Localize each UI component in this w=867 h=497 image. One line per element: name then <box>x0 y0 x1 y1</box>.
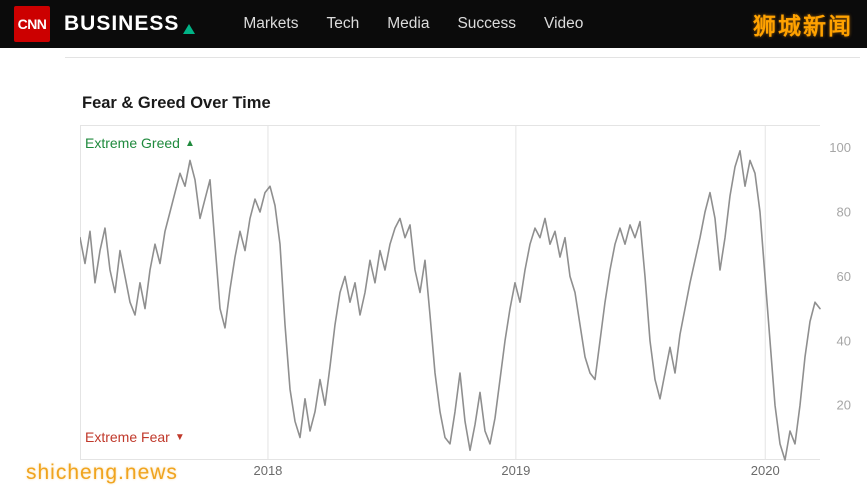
y-axis-label-20: 20 <box>837 398 851 413</box>
business-wordmark-label: BUSINESS <box>64 12 180 35</box>
x-axis-label-2020: 2020 <box>751 463 780 478</box>
nav-item-video[interactable]: Video <box>544 15 584 32</box>
triangle-up-icon: ▲ <box>184 137 195 149</box>
extreme-greed-text: Extreme Greed <box>85 135 180 151</box>
nav-item-markets[interactable]: Markets <box>243 15 299 32</box>
cnn-logo[interactable]: CNN <box>14 6 50 42</box>
business-wordmark[interactable]: BUSINESS <box>64 12 196 36</box>
extreme-fear-label: Extreme Fear ▼ <box>85 429 185 445</box>
chart-title: Fear & Greed Over Time <box>82 94 271 112</box>
triangle-down-icon: ▼ <box>174 431 185 443</box>
y-axis-label-80: 80 <box>837 204 851 219</box>
content-top-divider <box>65 57 860 58</box>
nav-item-media[interactable]: Media <box>387 15 430 32</box>
y-axis-label-60: 60 <box>837 269 851 284</box>
y-axis-label-40: 40 <box>837 333 851 348</box>
nav-item-tech[interactable]: Tech <box>326 15 360 32</box>
top-nav-bar: CNN BUSINESS Markets Tech Media Success … <box>0 0 867 48</box>
page-watermark: shicheng.news <box>26 461 178 484</box>
main-nav: Markets Tech Media Success Video <box>243 15 583 33</box>
x-axis-label-2018: 2018 <box>253 463 282 478</box>
fear-greed-line <box>80 149 821 461</box>
nav-item-success[interactable]: Success <box>457 15 517 32</box>
header-watermark: 狮城新闻 <box>753 13 853 39</box>
extreme-greed-label: Extreme Greed ▲ <box>85 135 195 151</box>
y-axis-label-100: 100 <box>829 140 851 155</box>
extreme-fear-text: Extreme Fear <box>85 429 170 445</box>
brand-triangle-icon <box>183 24 196 34</box>
x-axis-label-2019: 2019 <box>501 463 530 478</box>
